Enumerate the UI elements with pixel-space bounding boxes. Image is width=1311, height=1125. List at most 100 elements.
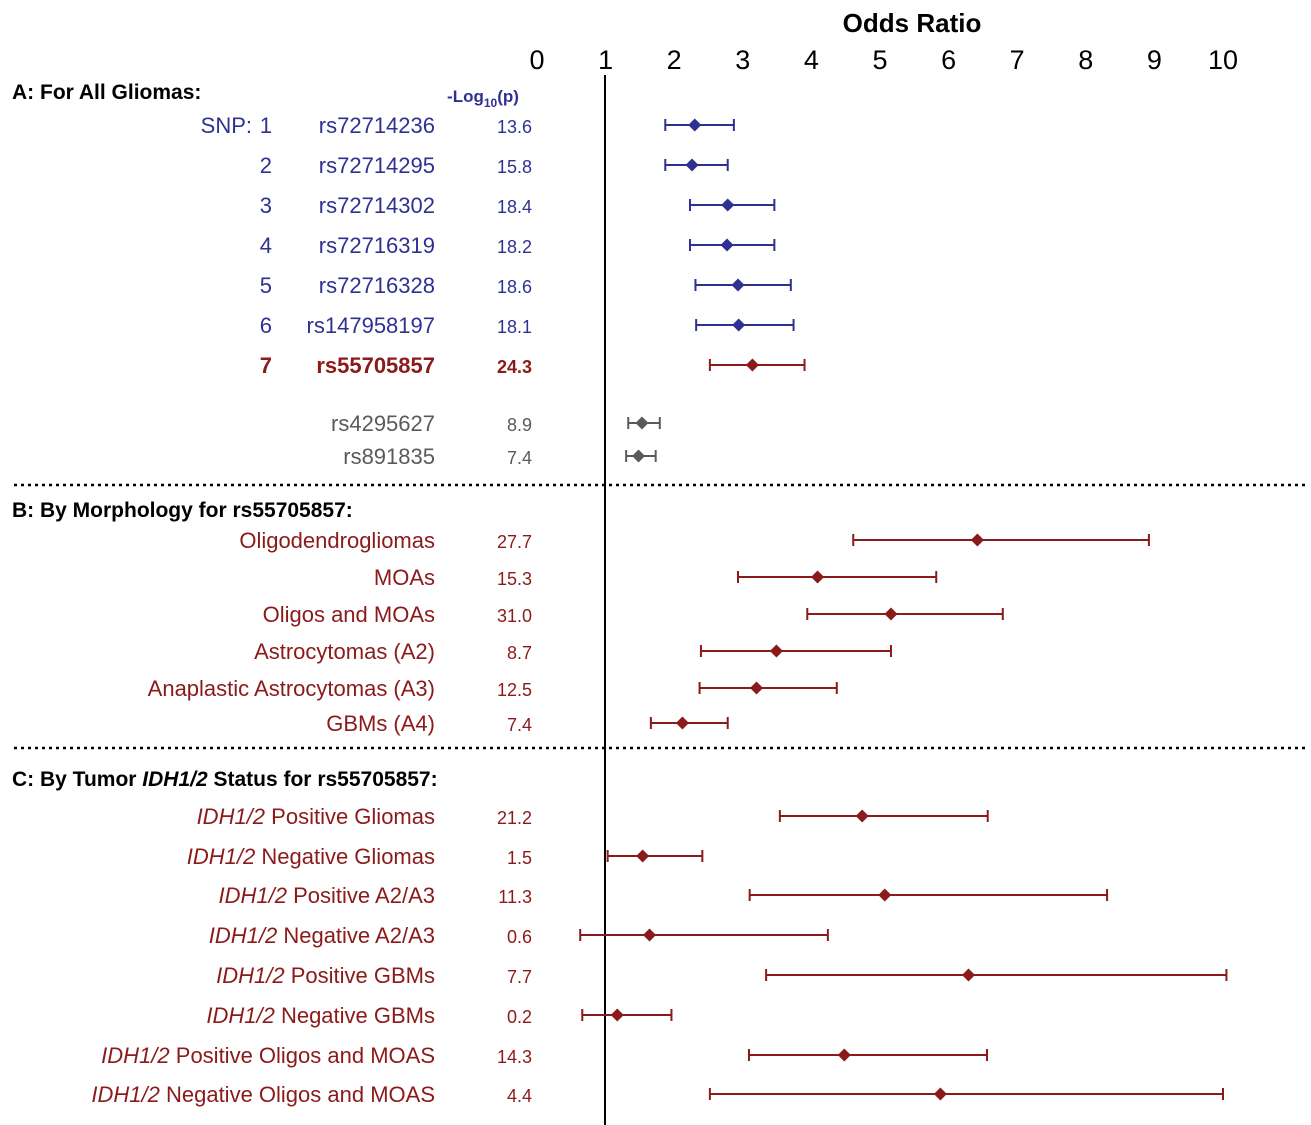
odds-ratio-marker <box>732 318 746 332</box>
forest-row: Astrocytomas (A2) 8.7 <box>254 639 892 664</box>
snp-number: 6 <box>260 313 272 338</box>
pvalue: 18.4 <box>497 197 532 217</box>
pvalue: 12.5 <box>497 680 532 700</box>
row-label-em: IDH1/2 <box>206 1003 274 1028</box>
pvalue: 24.3 <box>497 357 532 377</box>
row-label: rs72714295 <box>319 153 435 178</box>
forest-row: IDH1/2 Positive Gliomas 21.2 <box>197 804 989 829</box>
row-label-em: IDH1/2 <box>197 804 265 829</box>
tick-label: 4 <box>804 45 819 75</box>
odds-ratio-marker <box>878 888 892 902</box>
row-label-em: IDH1/2 <box>187 844 255 869</box>
forest-row: IDH1/2 Negative Gliomas 1.5 <box>187 844 704 869</box>
pvalue: 18.6 <box>497 277 532 297</box>
row-label: rs72716319 <box>319 233 435 258</box>
row-label: rs147958197 <box>307 313 435 338</box>
odds-ratio-marker <box>745 358 759 372</box>
x-axis: 0 1 2 3 4 5 6 7 8 9 10 <box>529 45 1238 75</box>
pvalue: 15.8 <box>497 157 532 177</box>
pvalue: 18.2 <box>497 237 532 257</box>
odds-ratio-marker <box>933 1087 947 1101</box>
pvalue: 1.5 <box>507 848 532 868</box>
forest-row: IDH1/2 Positive GBMs 7.7 <box>216 963 1228 988</box>
row-label: rs4295627 <box>331 411 435 436</box>
pvalue: 7.4 <box>507 715 532 735</box>
odds-ratio-marker <box>610 1008 624 1022</box>
section-title-c-post: Status for rs55705857: <box>208 768 438 791</box>
tick-label: 10 <box>1208 45 1238 75</box>
odds-ratio-marker <box>811 570 825 584</box>
row-label-text: Negative Oligos and MOAS <box>160 1082 435 1107</box>
row-label-text: Positive A2/A3 <box>287 883 435 908</box>
pvalue: 21.2 <box>497 808 532 828</box>
row-label: IDH1/2 Negative A2/A3 <box>209 923 435 948</box>
snp-number: 4 <box>260 233 272 258</box>
row-label: IDH1/2 Negative GBMs <box>206 1003 435 1028</box>
pvalue-header-main: -Log <box>447 87 484 106</box>
odds-ratio-marker <box>750 681 764 695</box>
pvalue: 18.1 <box>497 317 532 337</box>
rows: SNP: 1 rs72714236 13.6 2 rs72714295 15.8 3 rs727… <box>91 113 1228 1107</box>
pvalue: 7.4 <box>507 448 532 468</box>
section-title-a: A: For All Gliomas: <box>12 81 201 104</box>
forest-row: 6 rs147958197 18.1 <box>260 313 795 338</box>
odds-ratio-marker <box>688 118 702 132</box>
row-label: IDH1/2 Negative Oligos and MOAS <box>91 1082 435 1107</box>
tick-label: 3 <box>735 45 750 75</box>
row-label-text: Negative GBMs <box>275 1003 435 1028</box>
pvalue: 0.6 <box>507 927 532 947</box>
odds-ratio-marker <box>769 644 783 658</box>
pvalue: 15.3 <box>497 569 532 589</box>
pvalue-header-tail: (p) <box>497 87 519 106</box>
row-label: rs55705857 <box>316 353 435 378</box>
row-label-text: Positive Gliomas <box>265 804 435 829</box>
forest-row: IDH1/2 Positive A2/A3 11.3 <box>219 883 1109 908</box>
row-label-em: IDH1/2 <box>91 1082 159 1107</box>
row-label-em: IDH1/2 <box>216 963 284 988</box>
odds-ratio-marker <box>636 849 650 863</box>
pvalue: 8.9 <box>507 415 532 435</box>
row-label-em: IDH1/2 <box>219 883 287 908</box>
pvalue: 7.7 <box>507 967 532 987</box>
pvalue: 14.3 <box>497 1047 532 1067</box>
row-label: IDH1/2 Positive Gliomas <box>197 804 435 829</box>
forest-row: IDH1/2 Negative Oligos and MOAS 4.4 <box>91 1082 1224 1107</box>
tick-label: 1 <box>598 45 613 75</box>
tick-label: 7 <box>1010 45 1025 75</box>
row-label: Oligos and MOAs <box>263 602 435 627</box>
tick-label: 6 <box>941 45 956 75</box>
section-title-c-pre: C: By Tumor <box>12 768 142 791</box>
odds-ratio-marker <box>632 449 646 463</box>
snp-number: 7 <box>260 353 272 378</box>
forest-row: Oligodendrogliomas 27.7 <box>239 528 1150 553</box>
pvalue: 11.3 <box>498 887 532 907</box>
forest-row: IDH1/2 Negative GBMs 0.2 <box>206 1003 673 1028</box>
forest-row: 4 rs72716319 18.2 <box>260 233 776 258</box>
pvalue: 27.7 <box>497 532 532 552</box>
tick-label: 8 <box>1078 45 1093 75</box>
odds-ratio-marker <box>643 928 657 942</box>
snp-number: 1 <box>260 113 272 138</box>
snp-number: 5 <box>260 273 272 298</box>
odds-ratio-marker <box>970 533 984 547</box>
odds-ratio-marker <box>884 607 898 621</box>
row-label: MOAs <box>374 565 435 590</box>
forest-row: SNP: 1 rs72714236 13.6 <box>201 113 735 138</box>
odds-ratio-marker <box>855 809 869 823</box>
pvalue-header: -Log10(p) <box>447 87 519 110</box>
row-label: IDH1/2 Negative Gliomas <box>187 844 435 869</box>
tick-label: 2 <box>667 45 682 75</box>
forest-row: MOAs 15.3 <box>374 565 938 590</box>
row-label-text: Negative A2/A3 <box>277 923 435 948</box>
row-label: rs72714302 <box>319 193 435 218</box>
section-title-c: C: By Tumor IDH1/2 Status for rs55705857… <box>12 768 438 791</box>
row-label-em: IDH1/2 <box>101 1043 169 1068</box>
row-label: GBMs (A4) <box>326 711 435 736</box>
pvalue: 31.0 <box>497 606 532 626</box>
row-label: IDH1/2 Positive Oligos and MOAS <box>101 1043 435 1068</box>
section-title-b: B: By Morphology for rs55705857: <box>12 499 353 522</box>
row-label-text: Negative Gliomas <box>255 844 435 869</box>
section-title-c-em: IDH1/2 <box>142 768 208 791</box>
snp-prefix: SNP: <box>201 113 252 138</box>
